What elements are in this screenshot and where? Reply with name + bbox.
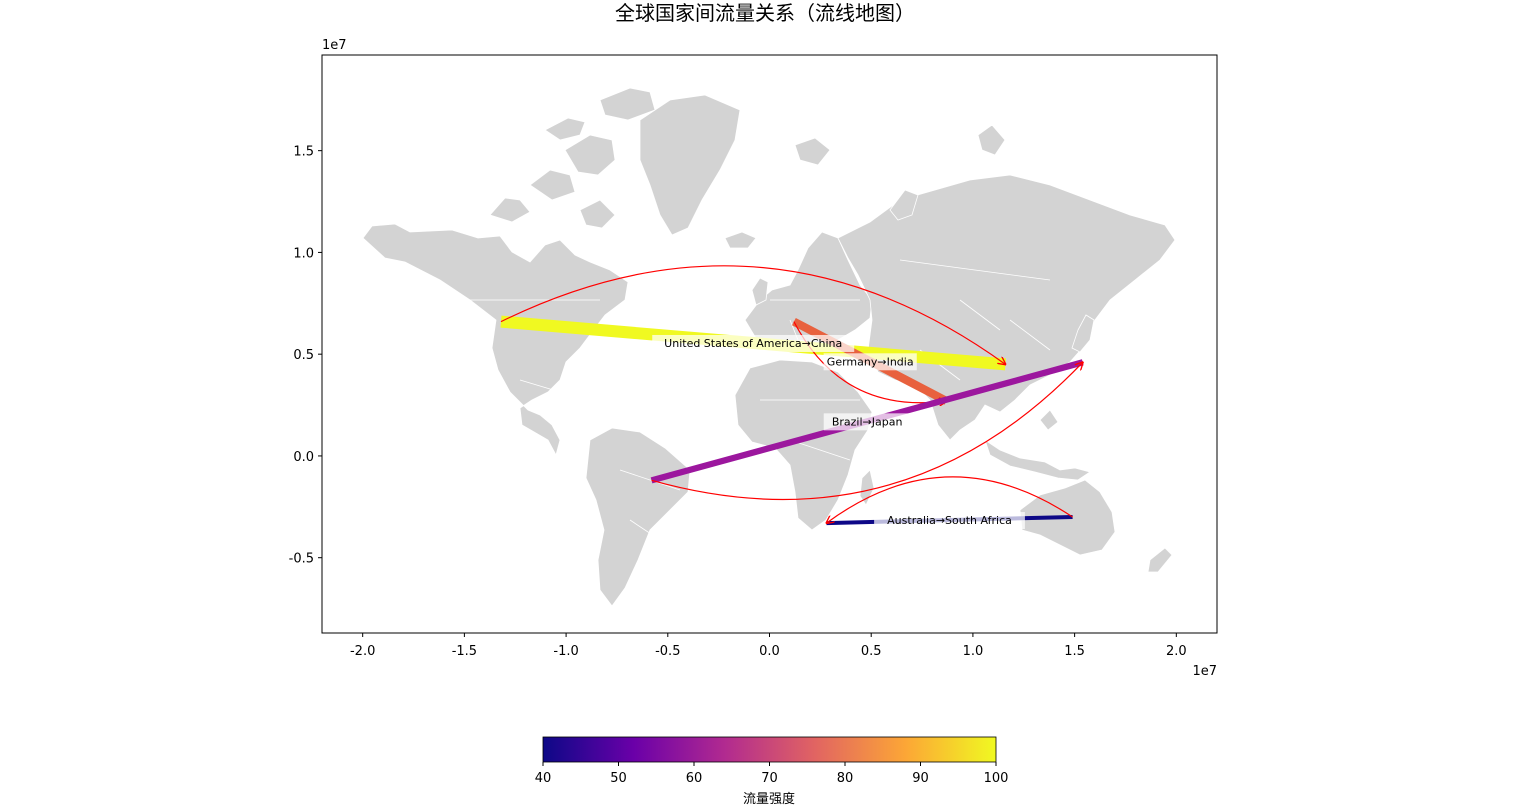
south-america-shape bbox=[585, 427, 691, 607]
new-zealand-shape bbox=[1147, 547, 1173, 573]
y-axis-ticks: -0.5 0.0 0.5 1.0 1.5 bbox=[289, 145, 322, 567]
colorbar-tick-label: 40 bbox=[535, 771, 552, 786]
y-tick-label: 0.5 bbox=[293, 348, 314, 363]
flow-label: Australia→South Africa bbox=[887, 514, 1012, 527]
y-tick-label: 0.0 bbox=[293, 450, 314, 465]
flow-arrow bbox=[826, 476, 1073, 523]
x-tick-label: 0.0 bbox=[759, 644, 780, 659]
flow-labels: United States of America→China Germany→In… bbox=[652, 334, 1025, 530]
arctic-islands-shape bbox=[489, 87, 656, 229]
flow-label: Brazil→Japan bbox=[832, 415, 903, 428]
colorbar-tick-label: 60 bbox=[686, 771, 703, 786]
flow-label-box bbox=[823, 353, 917, 371]
flow-label-box bbox=[652, 334, 855, 352]
x-tick-label: -2.0 bbox=[350, 644, 375, 659]
colorbar-gradient bbox=[542, 736, 997, 763]
flow-arrow bbox=[651, 362, 1083, 501]
uk-shape bbox=[751, 277, 769, 306]
x-tick-label: -0.5 bbox=[655, 644, 680, 659]
country-borders bbox=[455, 259, 1051, 541]
x-tick-label: 1.0 bbox=[963, 644, 984, 659]
flow-label-box bbox=[874, 512, 1025, 530]
flow-label: United States of America→China bbox=[664, 337, 842, 350]
flow-label: Germany→India bbox=[827, 355, 914, 368]
asia-shape bbox=[837, 174, 1176, 441]
colorbar-tick-label: 90 bbox=[912, 771, 929, 786]
se-asia-islands-shape bbox=[984, 409, 1091, 481]
colorbar-tick-label: 100 bbox=[984, 771, 1009, 786]
chart-title: 全球国家间流量关系（流线地图） bbox=[615, 1, 915, 25]
x-tick-label: -1.0 bbox=[553, 644, 578, 659]
x-tick-label: 2.0 bbox=[1166, 644, 1187, 659]
africa-shape bbox=[734, 359, 873, 531]
y-tick-label: 1.5 bbox=[293, 145, 314, 160]
y-tick-label: 1.0 bbox=[293, 246, 314, 261]
flow-label-box bbox=[823, 413, 911, 431]
colorbar-ticks: 40 50 60 70 80 90 100 bbox=[535, 762, 1009, 786]
flow-arrow bbox=[500, 265, 1005, 365]
x-tick-label: 0.5 bbox=[861, 644, 882, 659]
x-tick-label: 1.5 bbox=[1064, 644, 1085, 659]
colorbar-label: 流量强度 bbox=[743, 791, 795, 807]
world-landmass bbox=[362, 87, 1176, 607]
colorbar: 40 50 60 70 80 90 100 流量强度 bbox=[535, 736, 1009, 807]
colorbar-tick-label: 80 bbox=[837, 771, 854, 786]
japan-shape bbox=[1071, 314, 1095, 353]
colorbar-tick-label: 70 bbox=[761, 771, 778, 786]
y-offset-text: 1e7 bbox=[322, 38, 347, 53]
colorbar-tick-label: 50 bbox=[610, 771, 627, 786]
north-america-shape bbox=[362, 223, 629, 457]
iceland-shape bbox=[724, 231, 757, 249]
x-tick-label: -1.5 bbox=[452, 644, 477, 659]
y-tick-label: -0.5 bbox=[289, 552, 314, 567]
x-axis-ticks: -2.0 -1.5 -1.0 -0.5 0.0 0.5 1.0 1.5 2.0 bbox=[350, 633, 1187, 659]
x-offset-text: 1e7 bbox=[1192, 664, 1217, 679]
siberian-islands-shape bbox=[794, 124, 1006, 221]
greenland-shape bbox=[639, 94, 741, 236]
madagascar-shape bbox=[859, 469, 875, 506]
